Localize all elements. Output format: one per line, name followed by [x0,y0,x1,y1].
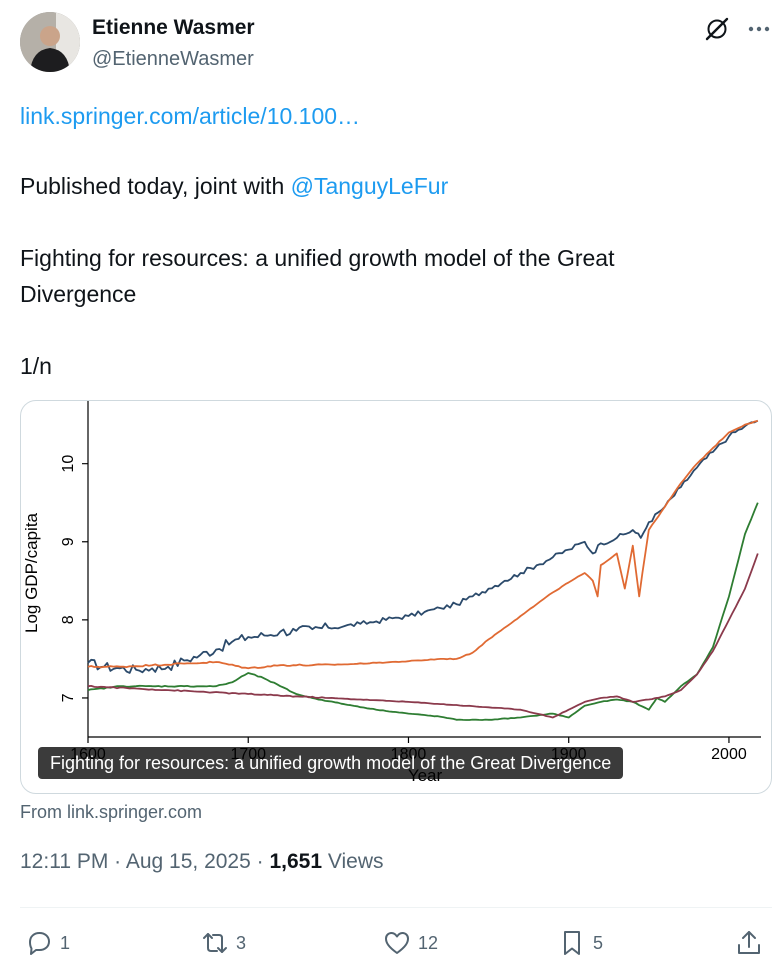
views-label: Views [322,850,384,873]
avatar-image [20,12,80,72]
published-prefix: Published today, joint with [20,173,291,199]
series-green [87,502,759,721]
repost-icon [203,933,227,953]
reply-button[interactable]: 1 [24,928,70,958]
tweet-meta: 12:11 PM · Aug 15, 2025 · 1,651 Views [20,850,384,874]
card-caption: Fighting for resources: a unified growth… [38,747,624,779]
avatar[interactable] [20,12,80,72]
bookmark-button[interactable]: 5 [557,928,603,958]
grok-icon[interactable] [702,14,732,44]
like-count: 12 [418,932,439,953]
heart-icon [385,932,409,954]
y-tick-label: 9 [60,537,77,546]
tweet-date[interactable]: Aug 15, 2025 [125,850,251,873]
y-tick-label: 7 [60,693,77,702]
author-handle[interactable]: @EtienneWasmer [92,48,254,70]
y-tick-label: 10 [60,455,77,473]
author-name[interactable]: Etienne Wasmer [92,16,255,39]
bookmark-icon [564,931,580,955]
repost-button[interactable]: 3 [200,928,246,958]
reply-icon [29,932,50,955]
published-line: Published today, joint with @TanguyLeFur [20,168,448,204]
tweet-time[interactable]: 12:11 PM [20,850,109,873]
chart: 7891016001700180019002000Log GDP/capitaY… [22,401,761,785]
divider [20,907,772,908]
article-link[interactable]: link.springer.com/article/10.100… [20,103,361,129]
series-navy [87,419,759,674]
card-source[interactable]: From link.springer.com [20,802,203,822]
share-icon [738,931,760,954]
meta-separator-2: · [250,850,270,873]
bookmark-count: 5 [593,932,604,953]
repost-count: 3 [236,932,247,953]
series-orange [87,419,759,670]
y-axis-label: Log GDP/capita [22,512,41,633]
more-options-icon[interactable] [744,14,774,44]
views-count: 1,651 [269,850,323,873]
like-button[interactable]: 12 [382,928,438,958]
thread-marker: 1/n [20,353,52,379]
link-card[interactable]: 7891016001700180019002000Log GDP/capitaY… [20,400,772,794]
series-maroon [87,553,759,719]
y-tick-label: 8 [60,615,77,624]
mention-link[interactable]: @TanguyLeFur [290,173,449,199]
x-tick-label: 2000 [711,746,747,763]
meta-separator-1: · [108,850,126,873]
share-button[interactable] [734,928,764,958]
title-line-1: Fighting for resources: a unified growth… [20,245,615,271]
title-line-2: Divergence [20,281,137,307]
reply-count: 1 [60,932,71,953]
